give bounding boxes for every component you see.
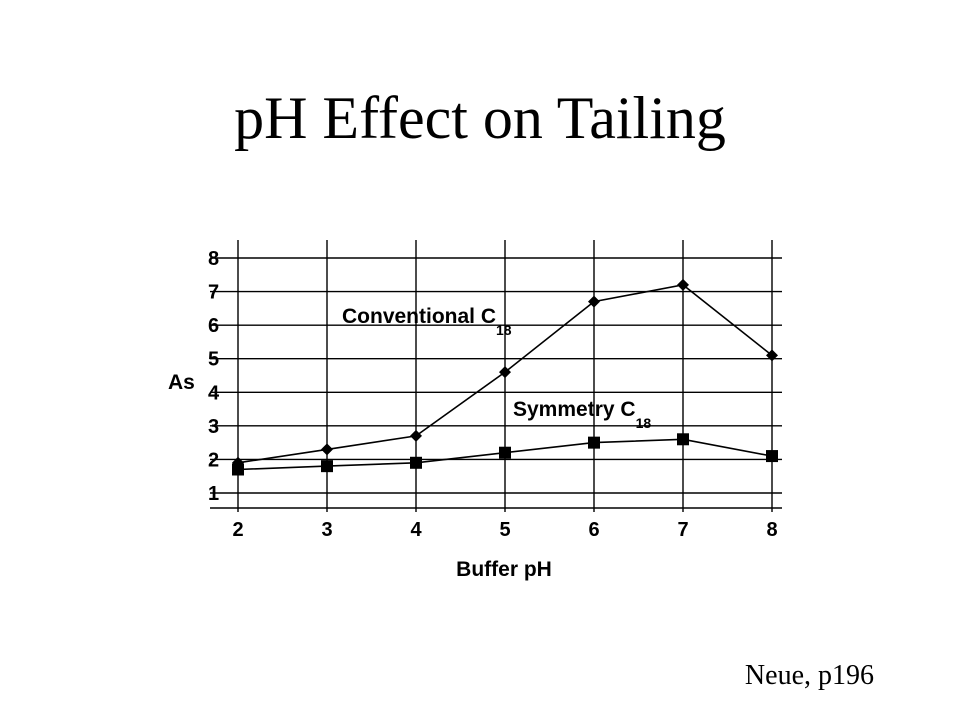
- y-tick-label: 7: [208, 282, 219, 304]
- series-label-symmetry-subscript: 18: [636, 415, 652, 431]
- data-point: [588, 295, 600, 308]
- x-tick-label: 2: [232, 519, 243, 541]
- series-label-conventional: Conventional C18: [342, 305, 512, 338]
- data-point: [499, 366, 511, 379]
- chart-series: [232, 278, 778, 476]
- data-point: [410, 429, 422, 442]
- data-point: [588, 436, 600, 449]
- x-tick-label: 5: [499, 519, 510, 541]
- x-axis-label: Buffer pH: [456, 558, 552, 581]
- y-tick-label: 6: [208, 315, 219, 337]
- data-point: [677, 433, 689, 446]
- series-label-symmetry-name: Symmetry C: [513, 398, 636, 421]
- x-tick-label: 6: [588, 519, 599, 541]
- citation: Neue, p196: [744, 660, 874, 691]
- series-label-conventional-subscript: 18: [496, 322, 512, 338]
- data-point: [321, 460, 333, 473]
- y-tick-label: 2: [208, 449, 219, 471]
- data-point: [232, 463, 244, 476]
- data-point: [321, 443, 333, 456]
- x-tick-label: 3: [321, 519, 332, 541]
- y-tick-label: 1: [208, 483, 219, 505]
- chart-grid: [210, 240, 782, 512]
- y-tick-label: 8: [208, 248, 219, 270]
- data-point: [677, 278, 689, 291]
- data-point: [766, 349, 778, 362]
- y-tick-label: 5: [208, 349, 219, 371]
- y-axis-label: As: [168, 371, 195, 394]
- series-label-conventional-name: Conventional C: [342, 305, 496, 328]
- data-point: [766, 450, 778, 463]
- data-point: [499, 446, 511, 459]
- data-point: [410, 456, 422, 469]
- x-tick-label: 7: [677, 519, 688, 541]
- slide-title: pH Effect on Tailing: [234, 85, 726, 151]
- y-tick-label: 4: [208, 382, 220, 404]
- y-tick-label: 3: [208, 416, 219, 438]
- x-tick-label: 8: [766, 519, 777, 541]
- x-tick-label: 4: [410, 519, 422, 541]
- series-label-symmetry: Symmetry C18: [513, 398, 651, 431]
